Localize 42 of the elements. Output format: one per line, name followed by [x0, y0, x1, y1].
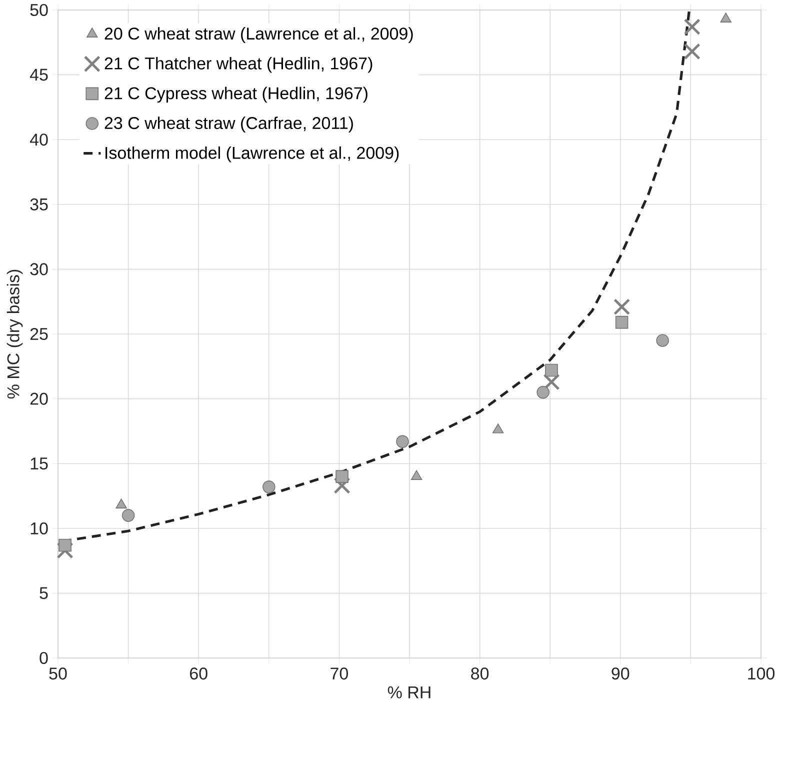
legend-label: 23 C wheat straw (Carfrae, 2011)	[104, 116, 353, 132]
legend-label: 21 C Cypress wheat (Hedlin, 1967)	[104, 86, 368, 103]
point	[684, 18, 700, 36]
y-tick-label: 10	[30, 522, 48, 534]
y-tick-label: 30	[30, 263, 48, 276]
legend-label: 20 C wheat straw (Lawrence et al., 2009)	[104, 27, 413, 43]
y-tick-label: 25	[30, 328, 48, 340]
y-tick-label: 5	[40, 587, 48, 600]
y-tick-label: 50	[30, 4, 48, 16]
point	[396, 435, 409, 448]
x-tick-label: 60	[190, 668, 208, 680]
point	[543, 374, 560, 390]
point	[545, 364, 558, 377]
point	[116, 498, 127, 508]
point	[615, 316, 628, 329]
point	[334, 477, 350, 494]
y-tick-label: 20	[30, 392, 48, 405]
x-tick-label: 70	[330, 668, 348, 680]
point	[684, 43, 700, 60]
point	[122, 509, 135, 522]
x-tick-label: 100	[748, 668, 775, 680]
point	[410, 470, 422, 480]
x-axis-title: % RH	[388, 686, 430, 698]
x-tick-label: 80	[471, 668, 489, 680]
y-tick-label: 40	[30, 134, 48, 146]
y-axis-title: % MC (dry basis)	[6, 270, 23, 399]
x-tick-label: 50	[49, 668, 67, 680]
legend-label: Isotherm model (Lawrence et al., 2009)	[106, 146, 399, 162]
y-tick-label: 35	[30, 198, 48, 210]
point	[613, 298, 630, 316]
y-tick-label: 15	[30, 458, 48, 470]
point	[56, 542, 74, 559]
point	[58, 538, 72, 552]
y-tick-label: 0	[40, 652, 48, 664]
legend-label: 21 C Thatcher wheat (Hedlin, 1967)	[104, 56, 372, 73]
point	[262, 480, 276, 494]
y-tick-label: 45	[30, 68, 48, 81]
point	[536, 386, 550, 399]
x-tick-label: 90	[612, 668, 630, 680]
point	[492, 423, 504, 434]
point	[656, 334, 669, 347]
point	[336, 470, 348, 483]
